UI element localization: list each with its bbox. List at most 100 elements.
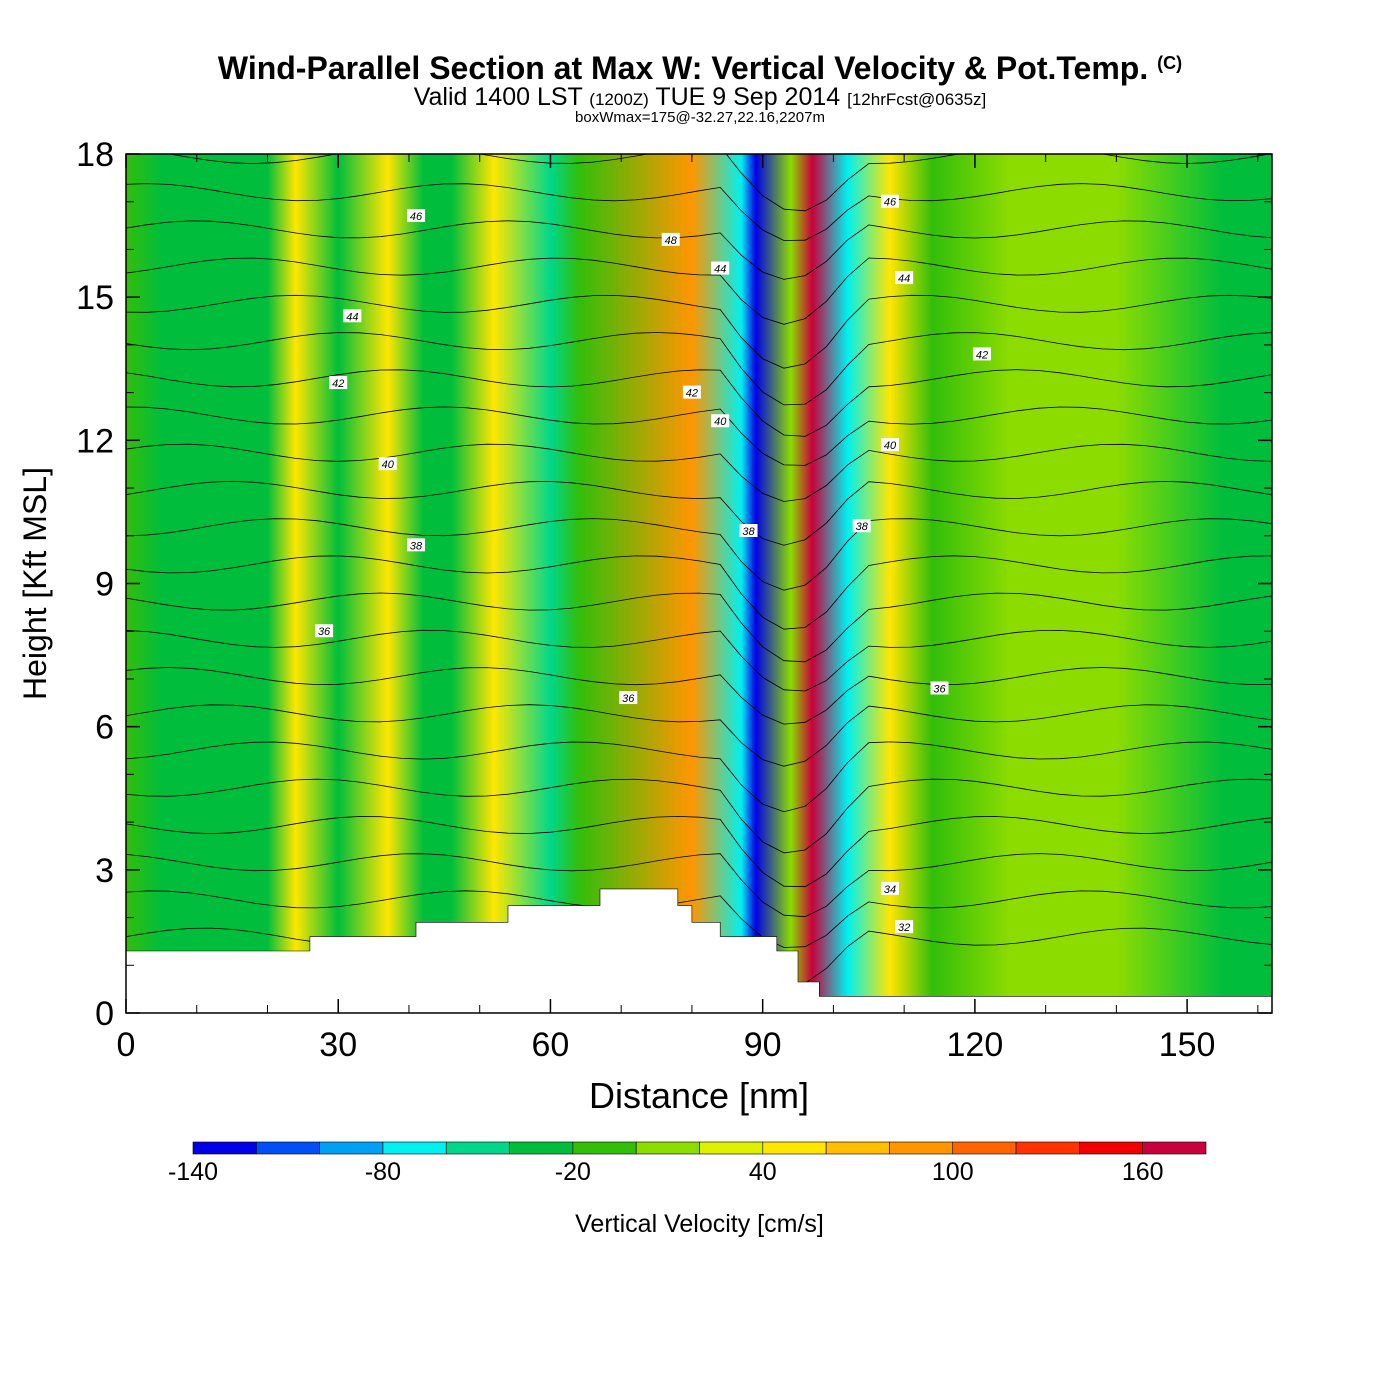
colorbar-swatch xyxy=(699,1141,764,1155)
contour-label: 38 xyxy=(407,538,426,552)
contour-labels: 46 44 42 40 38 36 36 48 44 42 40 38 46 44 42 40 38 36 34 32 xyxy=(315,194,991,934)
contour-label-box xyxy=(739,524,758,538)
x-tick-label: 60 xyxy=(532,1026,570,1064)
contour-label-box xyxy=(343,309,362,323)
contour-label-box xyxy=(661,232,680,246)
contour-label: 44 xyxy=(711,261,730,276)
theta-contour-line xyxy=(126,704,1272,767)
colorbar-swatch xyxy=(1079,1141,1143,1155)
theta-contour-line xyxy=(126,369,1272,437)
contour-label-text: 36 xyxy=(318,626,331,638)
theta-contour-line xyxy=(126,332,1272,406)
theta-contour-line xyxy=(126,443,1272,502)
contour-label-text: 40 xyxy=(884,440,897,452)
contour-label-box xyxy=(682,385,701,399)
theta-contours xyxy=(126,154,1272,988)
contour-label-text: 42 xyxy=(332,378,344,390)
x-axis: 0 30 60 90 120 150 xyxy=(117,154,1259,1064)
vertical-velocity-field xyxy=(126,154,1272,1013)
x-tick-label: 150 xyxy=(1159,1026,1216,1064)
contour-label-text: 32 xyxy=(898,922,910,934)
contour-label: 36 xyxy=(930,681,949,695)
theta-contour-line xyxy=(126,741,1272,813)
contour-label-text: 36 xyxy=(933,683,946,695)
contour-label: 48 xyxy=(661,232,680,247)
contour-label: 42 xyxy=(682,385,701,400)
colorbar: -140 -80 -20 40 100 160 xyxy=(168,1141,1207,1186)
theta-contour-line xyxy=(126,815,1272,888)
contour-label-box xyxy=(852,519,871,533)
y-tick-label: 9 xyxy=(95,566,114,604)
contour-label-text: 38 xyxy=(410,540,423,552)
colorbar-label: Vertical Velocity [cm/s] xyxy=(575,1210,824,1238)
contour-label: 38 xyxy=(852,519,871,533)
theta-contour-line xyxy=(126,778,1272,854)
contour-label-box xyxy=(881,881,899,895)
colorbar-swatch xyxy=(1142,1141,1207,1155)
colorbar-swatch xyxy=(382,1141,447,1155)
x-tick-label: 0 xyxy=(117,1026,136,1064)
x-axis-label: Distance [nm] xyxy=(589,1075,809,1116)
x-tick-label: 120 xyxy=(947,1026,1004,1064)
contour-label: 34 xyxy=(881,881,899,896)
contour-label-text: 40 xyxy=(382,459,395,471)
colorbar-swatch xyxy=(635,1141,700,1155)
subtitle-date: TUE 9 Sep 2014 xyxy=(655,83,841,111)
theta-contour-line xyxy=(126,294,1272,369)
chart-title: Wind-Parallel Section at Max W: Vertical… xyxy=(0,50,1400,87)
terrain-mask xyxy=(126,888,1272,1013)
contour-label: 38 xyxy=(739,524,758,538)
contour-label-text: 46 xyxy=(884,197,897,209)
contour-label: 40 xyxy=(881,438,899,452)
theta-contour-line xyxy=(126,518,1272,591)
contour-label-box xyxy=(711,414,730,428)
contour-label-box xyxy=(930,681,949,695)
y-axis-label: Height [Kft MSL] xyxy=(17,467,53,700)
theta-contour-line xyxy=(167,154,1272,212)
colorbar-swatch xyxy=(256,1141,320,1155)
contour-label-box xyxy=(895,271,914,285)
plot-area xyxy=(126,154,1272,1013)
y-tick-label: 3 xyxy=(95,852,114,890)
contour-label-text: 42 xyxy=(976,349,988,361)
y-tick-label: 12 xyxy=(76,422,114,460)
theta-contour-line xyxy=(126,592,1272,663)
contour-label: 46 xyxy=(407,209,426,223)
contour-label-box xyxy=(711,261,730,275)
contour-label-text: 34 xyxy=(884,884,896,896)
y-tick-label: 0 xyxy=(95,995,114,1033)
theta-contour-line xyxy=(126,220,1272,280)
colorbar-swatch xyxy=(319,1141,384,1155)
x-tick-label: 30 xyxy=(319,1026,357,1064)
copyright-mark: (C) xyxy=(1157,53,1183,73)
subtitle-zulu: (1200Z) xyxy=(589,90,649,109)
contour-label-text: 42 xyxy=(686,388,698,400)
theta-contour-line xyxy=(126,257,1272,325)
colorbar-tick-label: 40 xyxy=(749,1158,777,1186)
theta-contour-line xyxy=(126,555,1272,630)
theta-contour-line xyxy=(126,183,1272,241)
contour-label-text: 38 xyxy=(856,521,869,533)
contour-label-box xyxy=(315,624,334,638)
theta-contour-line xyxy=(126,890,1272,948)
subtitle-fcst: [12hrFcst@0635z] xyxy=(847,90,987,109)
y-tick-label: 6 xyxy=(95,709,114,747)
contour-label-text: 38 xyxy=(742,526,755,538)
contour-label: 44 xyxy=(895,271,914,285)
contour-label-box xyxy=(881,194,899,208)
theta-contour-line xyxy=(126,853,1272,918)
contour-label-box xyxy=(329,376,348,390)
theta-contour-line xyxy=(126,667,1272,725)
contour-label-text: 46 xyxy=(410,211,423,223)
colorbar-swatch xyxy=(952,1141,1017,1155)
contour-label-box xyxy=(407,209,426,223)
contour-label-box xyxy=(972,347,991,361)
contour-label: 36 xyxy=(619,691,638,705)
colorbar-swatch xyxy=(1015,1141,1080,1155)
colorbar-swatch xyxy=(889,1141,954,1155)
contour-label: 36 xyxy=(315,624,334,638)
contour-label-text: 44 xyxy=(898,273,910,285)
theta-contour-line xyxy=(126,406,1272,466)
